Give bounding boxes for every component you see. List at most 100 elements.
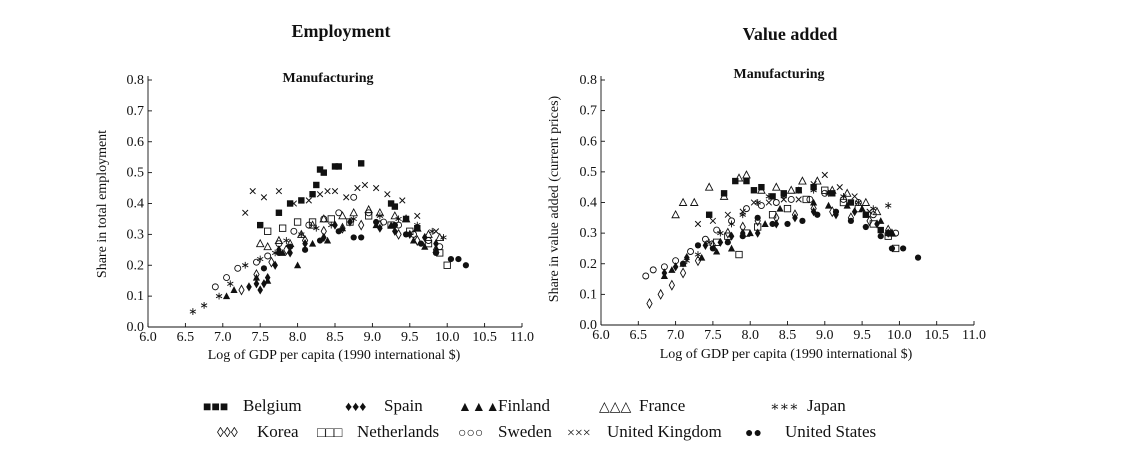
data-point-sweden [350, 193, 358, 201]
legend-label: United States [785, 422, 876, 441]
legend-item-netherlands: □□□ Netherlands [317, 422, 439, 441]
data-point-france [435, 232, 445, 241]
series-united-states [679, 208, 922, 267]
data-point-sweden [305, 221, 313, 229]
data-point-sweden [320, 215, 328, 223]
data-point-united-states [417, 240, 425, 247]
data-point-united-states [724, 239, 731, 246]
data-point-japan [884, 202, 892, 209]
data-point-finland [421, 242, 429, 250]
data-point-netherlands [264, 227, 272, 235]
data-point-sweden [672, 257, 680, 265]
data-points [189, 160, 469, 315]
data-point-france [771, 182, 781, 191]
series-sweden [642, 189, 900, 280]
data-point-united-kingdom [384, 191, 391, 198]
data-point-united-kingdom [275, 187, 283, 195]
data-point-spain [332, 220, 338, 230]
data-point-united-kingdom [242, 209, 249, 216]
data-point-sweden [787, 195, 795, 203]
data-point-united-states [350, 234, 357, 241]
data-point-japan [825, 189, 832, 197]
data-point-korea [739, 221, 746, 233]
data-point-finland [264, 276, 272, 284]
data-point-united-states [900, 245, 907, 252]
y-axis-label: Share in total employment [95, 130, 110, 278]
legend-label: Belgium [243, 396, 302, 415]
data-point-united-states [847, 217, 855, 224]
data-point-sweden [335, 209, 343, 217]
series-spain [661, 207, 892, 278]
x-tick-label: 6.0 [592, 328, 610, 343]
data-point-korea [268, 256, 275, 268]
legend-label: Netherlands [357, 422, 439, 441]
x-axis-label: Log of GDP per capita (1990 internationa… [208, 348, 461, 363]
data-point-belgium [316, 166, 324, 173]
data-point-japan [395, 215, 402, 223]
data-point-france [757, 185, 766, 194]
data-point-sweden [713, 226, 721, 234]
data-point-sweden [806, 195, 814, 203]
data-point-finland [230, 286, 238, 293]
y-tick-label: 0.3 [127, 227, 145, 242]
data-point-sweden [365, 209, 373, 217]
data-point-sweden [884, 229, 892, 237]
series-netherlands [264, 212, 451, 269]
x-tick-label: 8.5 [326, 330, 344, 345]
data-point-sweden [234, 264, 242, 272]
x-tick-label: 9.5 [401, 330, 419, 345]
data-point-netherlands [802, 195, 810, 204]
data-point-japan [256, 255, 264, 263]
legend-item-belgium: ■■■ Belgium [203, 396, 302, 415]
legend-label: Spain [384, 396, 423, 415]
data-point-japan [215, 292, 223, 300]
data-point-spain [792, 213, 798, 223]
data-point-united-states [709, 245, 717, 252]
data-point-finland [308, 239, 317, 247]
legend-symbol: ▲▲▲ [458, 400, 500, 415]
data-point-united-states [335, 228, 342, 235]
data-point-spain [851, 207, 858, 217]
data-point-korea [885, 224, 892, 236]
y-tick-label: 0.8 [580, 73, 598, 88]
data-point-united-kingdom [851, 193, 858, 200]
x-tick-label: 9.0 [816, 328, 834, 343]
data-point-finland [877, 217, 885, 224]
data-point-france [734, 173, 744, 182]
x-tick-label: 9.5 [853, 328, 871, 343]
data-point-finland [858, 204, 866, 212]
data-point-france [308, 220, 317, 229]
data-point-france [798, 176, 807, 185]
data-point-united-kingdom [795, 196, 802, 203]
data-point-spain [754, 228, 761, 238]
data-point-finland [252, 273, 261, 281]
series-united-states [260, 218, 469, 272]
data-point-united-kingdom [750, 199, 758, 206]
data-point-sweden [821, 189, 829, 197]
legend-item-korea: ◊◊◊ Korea [217, 422, 299, 441]
data-point-belgium [357, 160, 365, 167]
data-point-korea [657, 288, 664, 300]
data-point-japan [242, 261, 249, 269]
x-tick-label: 10.5 [472, 330, 497, 345]
data-point-france [842, 188, 852, 197]
x-tick-label: 8.0 [741, 328, 759, 343]
legend-label: Japan [807, 396, 846, 415]
data-point-japan [765, 192, 773, 200]
legend-symbol: ■■■ [203, 400, 228, 415]
x-tick-label: 7.5 [704, 328, 722, 343]
data-point-belgium [286, 200, 294, 207]
data-point-united-kingdom [361, 181, 369, 189]
data-point-belgium [257, 221, 264, 229]
data-point-france [255, 238, 265, 248]
y-tick-label: 0.2 [127, 258, 145, 273]
data-point-belgium [387, 200, 395, 207]
data-point-united-kingdom [709, 217, 717, 225]
data-point-korea [773, 212, 780, 224]
panel-subtitle: Manufacturing [734, 67, 825, 82]
data-point-sweden [425, 237, 432, 245]
legend-symbol: △△△ [599, 400, 632, 415]
data-point-sweden [660, 263, 668, 271]
data-point-korea [320, 225, 327, 237]
data-point-korea [791, 209, 799, 221]
